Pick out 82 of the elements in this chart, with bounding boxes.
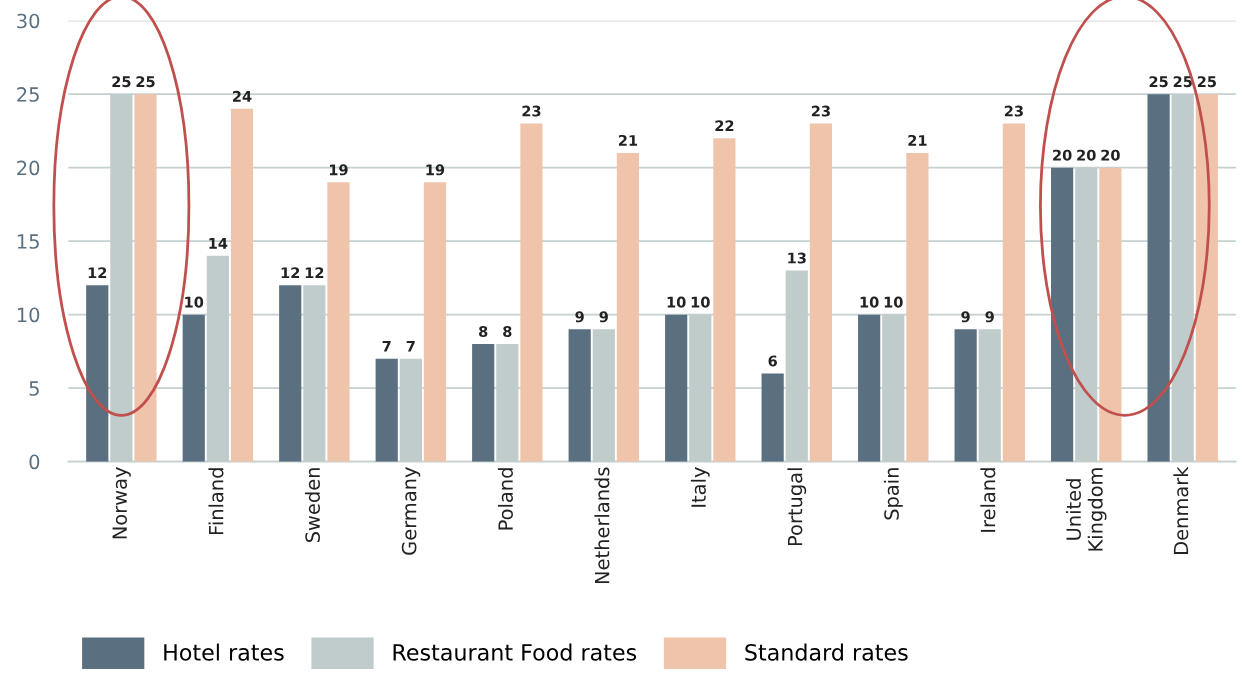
legend-label: Restaurant Food rates <box>393 643 637 661</box>
data-label: 21 <box>618 134 638 146</box>
data-label: 10 <box>667 296 686 308</box>
bar <box>1002 123 1025 462</box>
data-label: 22 <box>715 120 734 132</box>
x-tick-label: Ireland <box>980 468 996 532</box>
data-label: 12 <box>88 267 107 279</box>
data-label: 25 <box>1197 76 1216 88</box>
data-label: 20 <box>1053 149 1072 161</box>
bar <box>472 344 495 462</box>
data-label: 6 <box>768 355 777 367</box>
bar <box>423 182 447 462</box>
bar <box>809 123 832 462</box>
x-tick-label: Germany <box>401 467 421 555</box>
data-label: 10 <box>185 296 204 308</box>
data-label: 25 <box>136 76 155 88</box>
bar <box>1099 167 1122 462</box>
bar <box>761 373 784 462</box>
data-label: 9 <box>599 311 608 323</box>
y-tick-label: 30 <box>17 13 40 29</box>
bar <box>134 94 157 462</box>
bar <box>616 152 640 462</box>
data-label: 19 <box>329 164 348 176</box>
data-label: 14 <box>209 238 228 249</box>
bar <box>1195 94 1218 462</box>
bar <box>520 123 543 462</box>
y-tick-label: 15 <box>17 234 39 249</box>
bar <box>568 329 591 462</box>
bar <box>182 314 205 462</box>
data-label: 23 <box>811 105 830 117</box>
data-label: 10 <box>884 296 903 308</box>
data-label: 25 <box>1149 76 1168 88</box>
legend-label: Standard rates <box>745 643 908 661</box>
data-label: 13 <box>788 252 806 264</box>
x-tick-label: Sweden <box>304 468 320 543</box>
x-tick-label: Norway <box>112 467 131 539</box>
bar <box>906 152 929 462</box>
bar <box>713 138 736 462</box>
bar <box>1051 167 1074 462</box>
x-tick-label: Italy <box>690 467 710 507</box>
data-label: 23 <box>522 105 541 117</box>
x-tick-label: Finland <box>208 468 224 535</box>
data-label: 9 <box>961 311 970 323</box>
bar <box>86 285 109 462</box>
data-label: 10 <box>691 296 710 308</box>
data-label: 7 <box>382 340 391 352</box>
bar <box>954 329 977 462</box>
data-label: 9 <box>575 311 584 323</box>
legend-label: Hotel rates <box>164 643 284 661</box>
bar <box>375 358 398 462</box>
data-label: 21 <box>908 134 927 146</box>
data-label: 23 <box>1004 105 1023 117</box>
bar <box>230 108 254 462</box>
bar <box>665 314 688 462</box>
data-label: 24 <box>232 90 252 102</box>
data-label: 19 <box>426 164 445 176</box>
data-label: 7 <box>406 340 415 352</box>
data-label: 10 <box>860 296 879 308</box>
y-tick-label: 5 <box>29 381 39 396</box>
x-tick-label: Poland <box>497 468 513 530</box>
data-label: 8 <box>479 326 488 338</box>
y-tick-label: 25 <box>17 87 39 102</box>
data-label: 20 <box>1077 149 1096 161</box>
x-tick-label: United Kingdom <box>1065 468 1107 551</box>
y-tick-label: 0 <box>29 454 40 470</box>
data-label: 25 <box>112 76 131 88</box>
x-tick-label: Denmark <box>1173 466 1189 554</box>
bar <box>1147 94 1170 462</box>
data-label: 12 <box>281 267 300 279</box>
bar <box>327 182 350 462</box>
y-tick-label: 20 <box>17 160 40 176</box>
x-tick-label: Spain <box>883 468 903 520</box>
data-label: 12 <box>305 267 324 279</box>
x-tick-label: Portugal <box>787 468 807 546</box>
data-label: 20 <box>1101 149 1120 161</box>
data-label: 8 <box>503 326 512 338</box>
bar <box>279 285 302 462</box>
data-label: 25 <box>1173 76 1192 88</box>
y-tick-label: 10 <box>17 307 40 323</box>
data-label: 9 <box>985 311 994 323</box>
x-tick-label: Netherlands <box>594 467 610 584</box>
bar <box>858 314 881 462</box>
